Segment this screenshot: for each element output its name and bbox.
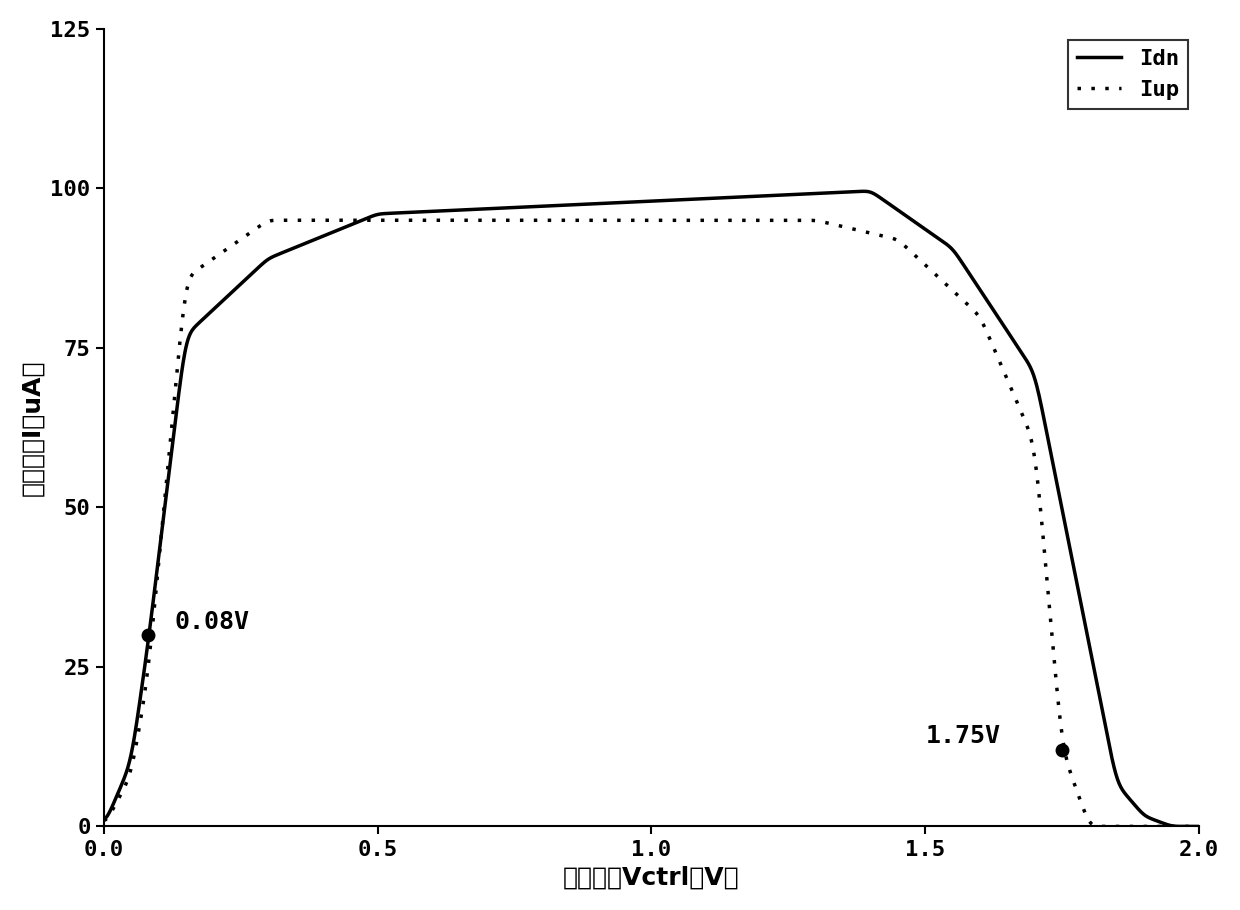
X-axis label: 输出电压Vctrl（V）: 输出电压Vctrl（V） (563, 865, 740, 889)
Iup (630, 215, 645, 226)
Line: Idn: Idn (104, 191, 1199, 826)
Legend: Idn, Iup: Idn, Iup (1068, 40, 1188, 109)
Iup (153, 548, 167, 559)
Text: 1.75V: 1.75V (925, 724, 1001, 748)
Idn (1161, 819, 1176, 830)
Iup (97, 815, 112, 826)
Y-axis label: 输出电流I（uA）: 输出电流I（uA） (21, 359, 45, 496)
Idn (1183, 821, 1198, 832)
Idn (629, 197, 644, 207)
Iup (1161, 821, 1176, 832)
Idn (1192, 821, 1207, 832)
Idn (960, 264, 975, 275)
Iup (1161, 821, 1176, 832)
Idn (97, 814, 112, 824)
Idn (857, 186, 872, 197)
Text: 0.08V: 0.08V (175, 610, 250, 633)
Idn (1159, 819, 1174, 830)
Iup (960, 298, 975, 309)
Iup (600, 215, 615, 226)
Idn (600, 197, 615, 208)
Iup (1100, 821, 1115, 832)
Iup (278, 215, 293, 226)
Line: Iup: Iup (104, 220, 1199, 826)
Idn (153, 544, 167, 555)
Iup (1192, 821, 1207, 832)
